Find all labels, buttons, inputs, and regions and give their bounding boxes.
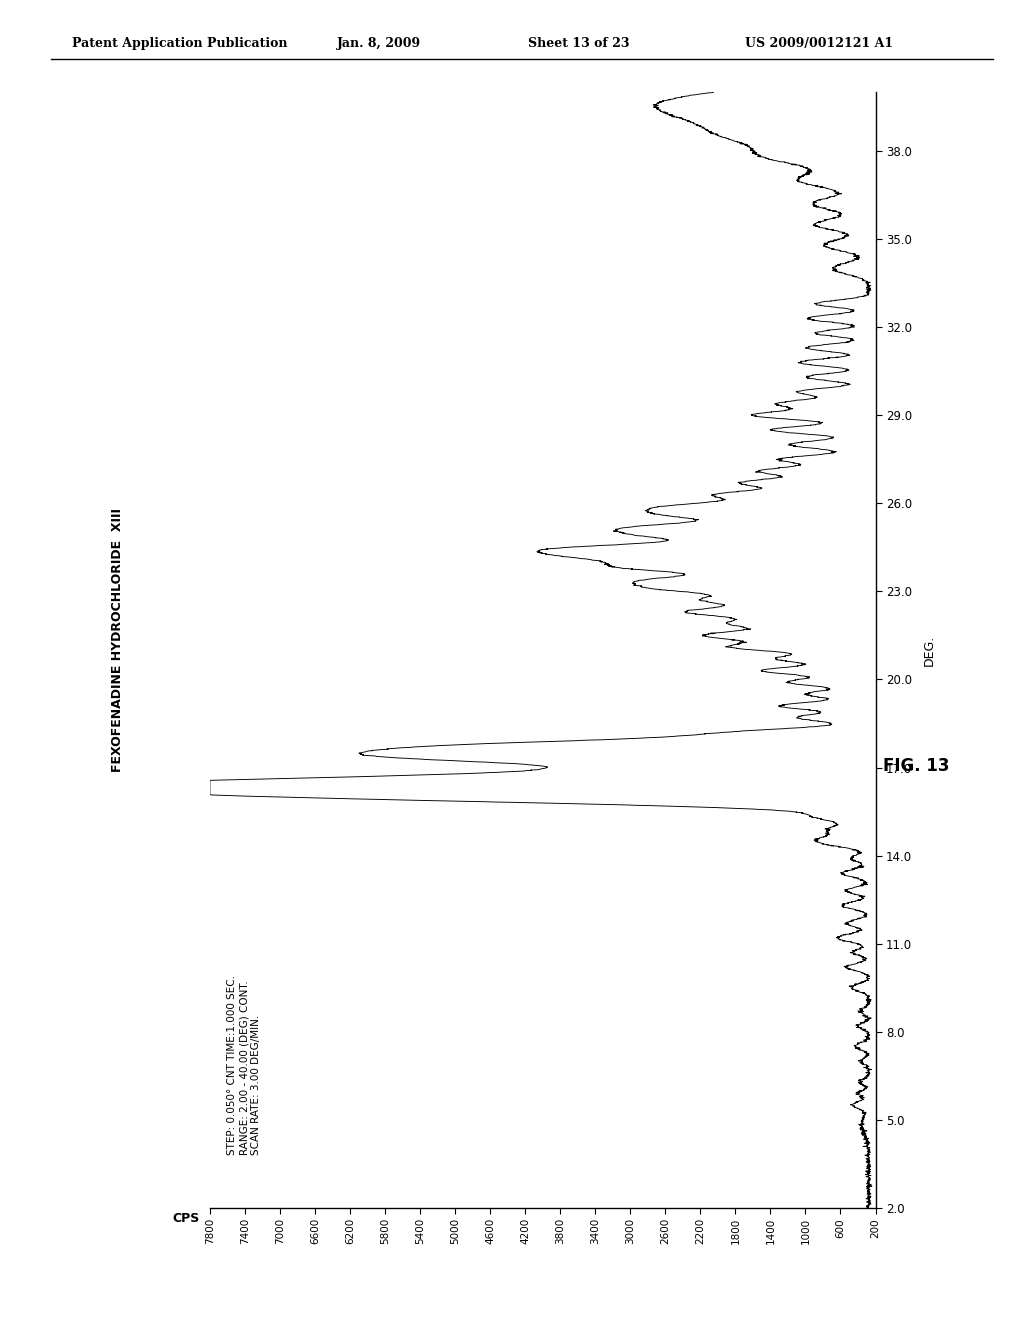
- Text: Jan. 8, 2009: Jan. 8, 2009: [337, 37, 421, 50]
- Text: Patent Application Publication: Patent Application Publication: [72, 37, 287, 50]
- Text: STEP: 0.050° CNT TIME:1.000 SEC.
RANGE: 2.00 - 40.00 (DEG) CONT.
SCAN RATE: 3.00: STEP: 0.050° CNT TIME:1.000 SEC. RANGE: …: [227, 975, 261, 1155]
- Text: Sheet 13 of 23: Sheet 13 of 23: [527, 37, 630, 50]
- Text: US 2009/0012121 A1: US 2009/0012121 A1: [745, 37, 893, 50]
- Y-axis label: DEG.: DEG.: [924, 635, 936, 665]
- Text: CPS: CPS: [172, 1212, 200, 1225]
- Text: FEXOFENADINE HYDROCHLORIDE  XIII: FEXOFENADINE HYDROCHLORIDE XIII: [112, 508, 124, 772]
- Text: FIG. 13: FIG. 13: [884, 756, 949, 775]
